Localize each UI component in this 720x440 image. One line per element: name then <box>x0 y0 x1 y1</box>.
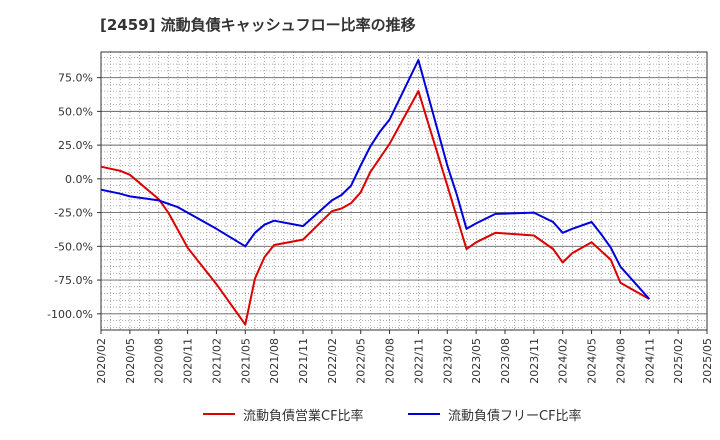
series-line-free <box>100 59 651 300</box>
plot-frame <box>100 51 708 331</box>
x-tick-label: 2023/02 <box>441 338 454 384</box>
legend-item-operating: 流動負債営業CF比率 <box>203 402 364 426</box>
y-tick-label: 50.0% <box>58 105 93 118</box>
y-tick-label: -75.0% <box>54 274 93 287</box>
legend-label-operating: 流動負債営業CF比率 <box>243 408 364 424</box>
axis-layer: 75.0% 50.0% 25.0% 0.0% -25.0% -50.0% -75.0% -10… <box>47 51 714 384</box>
x-tick-label: 2024/02 <box>557 338 570 384</box>
x-tick-label: 2020/05 <box>124 338 137 384</box>
x-tick-label: 2021/08 <box>268 338 281 384</box>
legend-item-free: 流動負債フリーCF比率 <box>408 402 582 426</box>
x-tick-label: 2020/02 <box>95 338 108 384</box>
x-tick-label: 2020/08 <box>153 338 166 384</box>
x-tick-label: 2025/02 <box>672 338 685 384</box>
x-tick-label: 2023/08 <box>499 338 512 384</box>
x-tick-label: 2024/08 <box>614 338 627 384</box>
x-tick-label: 2025/05 <box>701 338 714 384</box>
x-tick-label: 2021/11 <box>297 338 310 384</box>
plot-area <box>101 52 707 330</box>
x-tick-label: 2022/02 <box>326 338 339 384</box>
y-tick-label: -50.0% <box>54 240 93 253</box>
y-tick-label: 25.0% <box>58 139 93 152</box>
x-tick-label: 2024/11 <box>643 338 656 384</box>
grid-layer <box>100 52 708 330</box>
x-tick-label: 2020/11 <box>182 338 195 384</box>
legend-label-free: 流動負債フリーCF比率 <box>448 408 582 424</box>
y-tick-label: 75.0% <box>58 72 93 85</box>
x-tick-label: 2022/11 <box>412 338 425 384</box>
y-tick-label: -100.0% <box>47 308 93 321</box>
x-tick-label: 2023/05 <box>470 338 483 384</box>
x-tick-label: 2022/08 <box>384 338 397 384</box>
x-tick-label: 2021/05 <box>239 338 252 384</box>
x-tick-label: 2021/02 <box>210 338 223 384</box>
series-layer <box>100 59 651 326</box>
x-tick-label: 2023/11 <box>528 338 541 384</box>
legend-swatch-operating <box>203 413 235 415</box>
legend-swatch-free <box>408 413 440 415</box>
y-tick-label: 0.0% <box>65 173 93 186</box>
x-tick-label: 2022/05 <box>355 338 368 384</box>
series-line-operating <box>100 90 650 326</box>
y-tick-label: -25.0% <box>54 207 93 220</box>
chart-title: [2459] 流動負債キャッシュフロー比率の推移 <box>100 16 416 34</box>
legend: 流動負債営業CF比率 流動負債フリーCF比率 <box>0 402 720 426</box>
x-tick-label: 2024/05 <box>586 338 599 384</box>
